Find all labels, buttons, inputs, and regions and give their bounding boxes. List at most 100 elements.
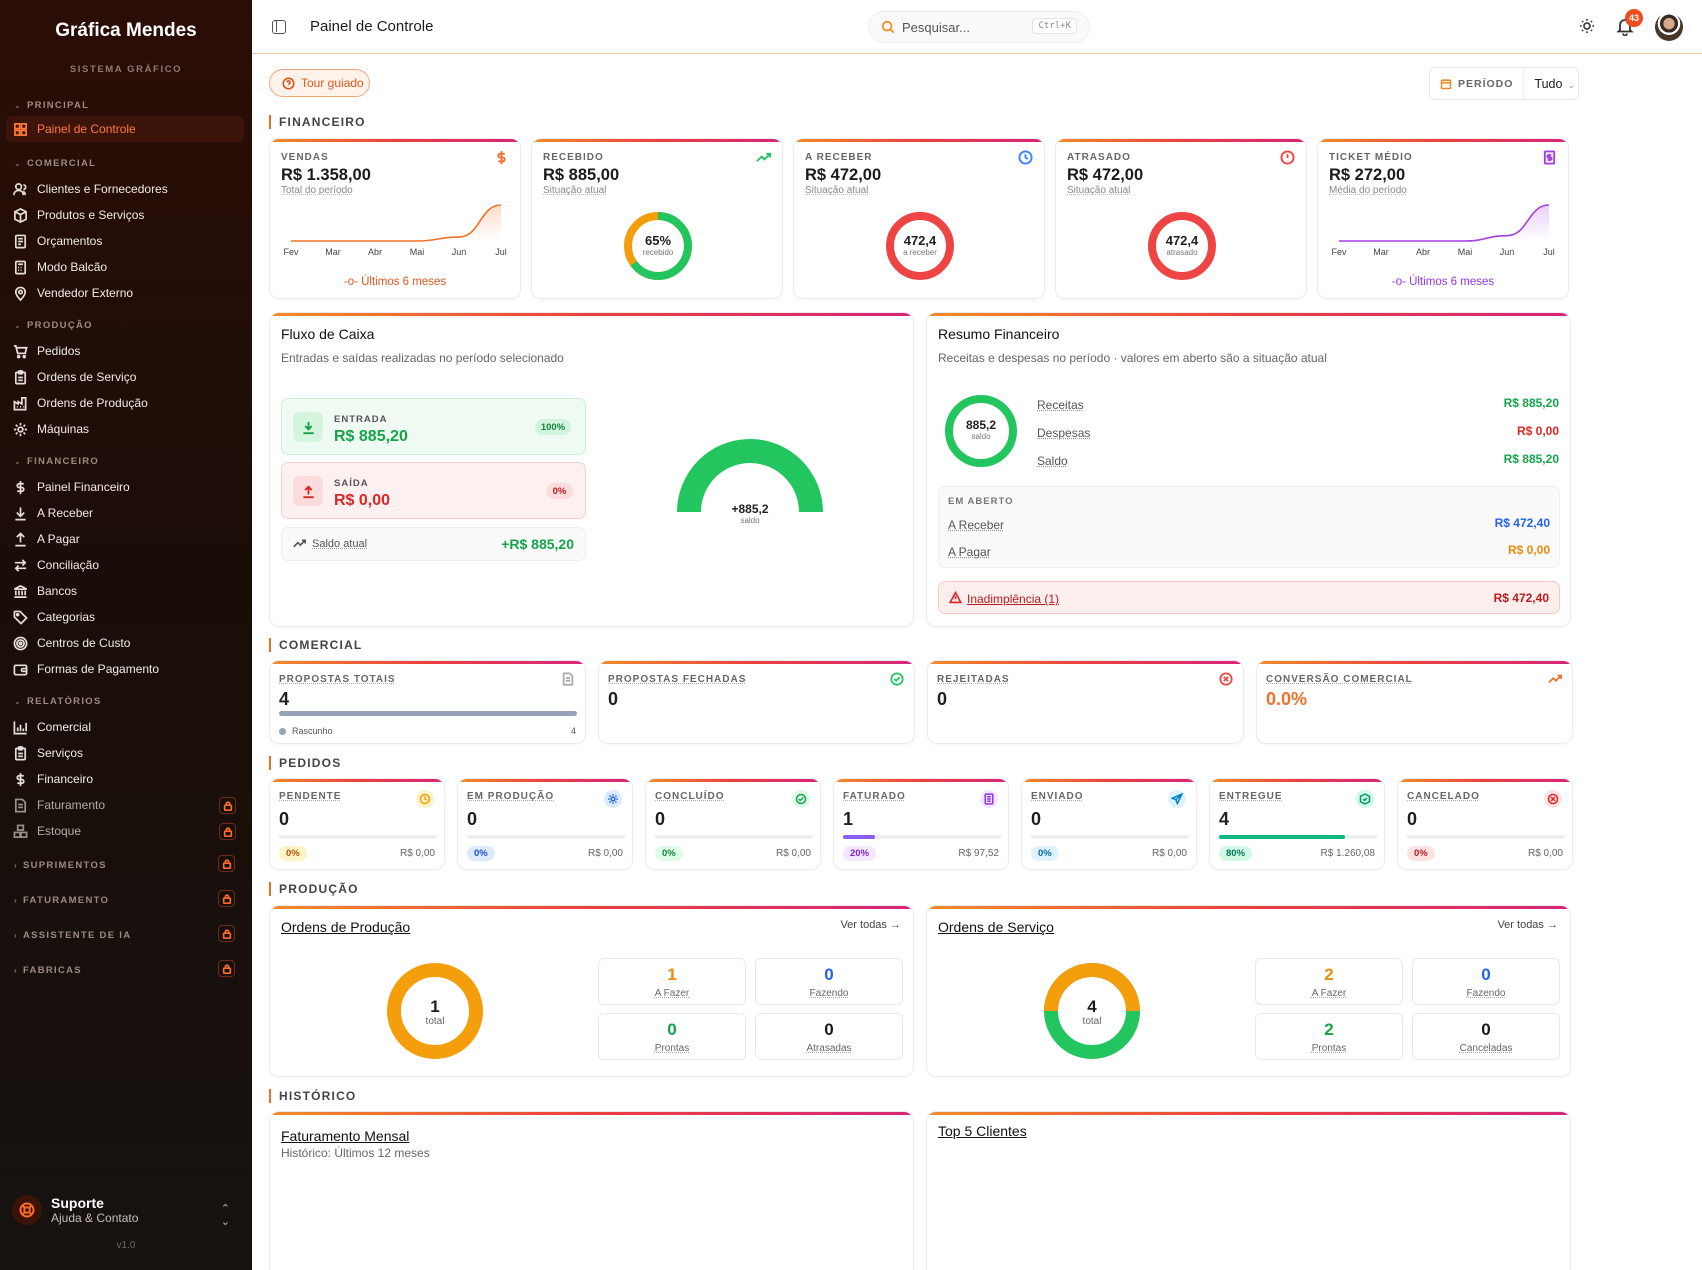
- sidebar-item-painel-financeiro[interactable]: Painel Financeiro: [6, 474, 244, 500]
- card-subtitle: Receitas e despesas no período · valores…: [938, 351, 1327, 365]
- saldo-gauge: [677, 439, 823, 512]
- sidebar-item-label: Conciliação: [37, 558, 100, 572]
- section-financeiro[interactable]: ⌄ FINANCEIRO: [14, 456, 99, 467]
- recebido-arc: [624, 212, 692, 280]
- status-percent: 0%: [467, 846, 495, 861]
- stat-fazendo[interactable]: 0 Fazendo: [755, 958, 903, 1005]
- stat-atrasadas[interactable]: 0 Atrasadas: [755, 1013, 903, 1060]
- period-select[interactable]: PERÍODO Tudo ⌄: [1429, 67, 1579, 100]
- order-status-faturado[interactable]: FATURADO 1 20% R$ 97,52: [833, 778, 1009, 870]
- sidebar-item-label: Centros de Custo: [37, 636, 131, 650]
- donut-value: 65%: [644, 233, 672, 248]
- sidebar-item-categorias[interactable]: Categorias: [6, 604, 244, 630]
- month-tick-label: Mai: [1457, 247, 1473, 257]
- sidebar-item-rel-servicos[interactable]: Serviços: [6, 740, 244, 766]
- sidebar-item-rel-financeiro[interactable]: Financeiro: [6, 766, 244, 792]
- entrada-pct: 100%: [535, 419, 571, 435]
- os-donut-afazer: [1044, 963, 1140, 1012]
- sidebar-item-painel[interactable]: Painel de Controle: [6, 116, 244, 142]
- theme-toggle-icon[interactable]: [1579, 18, 1595, 39]
- dollar-icon: [494, 150, 509, 170]
- sidebar-item-pedidos[interactable]: Pedidos: [6, 338, 244, 364]
- trend-icon: -o-: [343, 276, 358, 288]
- sidebar-item-orcamentos[interactable]: Orçamentos: [6, 228, 244, 254]
- card-title: Resumo Financeiro: [938, 326, 1060, 342]
- sidebar-toggle-icon[interactable]: [272, 20, 286, 34]
- sidebar-item-rel-faturamento[interactable]: Faturamento: [6, 792, 244, 818]
- card-label: PROPOSTAS FECHADAS: [608, 674, 747, 685]
- sidebar-item-os[interactable]: Ordens de Serviço: [6, 364, 244, 390]
- sidebar-item-bancos[interactable]: Bancos: [6, 578, 244, 604]
- sidebar-item-label: Painel Financeiro: [37, 480, 130, 494]
- search-input[interactable]: Pesquisar... Ctrl+K: [868, 11, 1090, 43]
- donut-value: 472,4: [903, 233, 937, 248]
- view-all-link[interactable]: Ver todas →: [840, 919, 901, 931]
- card-title[interactable]: Ordens de Produção: [281, 919, 411, 935]
- tag-icon: [13, 610, 28, 625]
- sidebar-item-clientes[interactable]: Clientes e Fornecedores: [6, 176, 244, 202]
- version-label: v1.0: [116, 1240, 136, 1251]
- kpi-footer-text: Últimos 6 meses: [1409, 276, 1495, 288]
- stat-a-fazer[interactable]: 2 A Fazer: [1255, 958, 1403, 1005]
- sidebar-item-balcao[interactable]: Modo Balcão: [6, 254, 244, 280]
- bar-chart-icon: [13, 720, 28, 735]
- status-count: 0: [1407, 809, 1418, 829]
- sidebar-item-maquinas[interactable]: Máquinas: [6, 416, 244, 442]
- status-amount: R$ 0,00: [399, 848, 435, 859]
- order-status-concluido[interactable]: CONCLUÍDO 0 0% R$ 0,00: [645, 778, 821, 870]
- sidebar-item-rel-comercial[interactable]: Comercial: [6, 714, 244, 740]
- status-bar: [1219, 835, 1377, 839]
- sidebar-item-formas[interactable]: Formas de Pagamento: [6, 656, 244, 682]
- card-title[interactable]: Ordens de Serviço: [938, 919, 1054, 935]
- chevron-right-icon: ›: [14, 966, 18, 975]
- saida-value: R$ 0,00: [334, 492, 391, 509]
- kpi-value: R$ 472,00: [1067, 166, 1144, 184]
- lock-icon: [218, 890, 235, 907]
- order-status-cancelado[interactable]: CANCELADO 0 0% R$ 0,00: [1397, 778, 1573, 870]
- sidebar-item-op[interactable]: Ordens de Produção: [6, 390, 244, 416]
- saida-label: SAÍDA: [334, 478, 369, 489]
- support-menu[interactable]: Suporte Ajuda & Contato ⌃ ⌄: [12, 1190, 240, 1230]
- tour-button[interactable]: Tour guiado: [269, 69, 370, 97]
- clock-icon: [416, 790, 434, 808]
- view-all-link[interactable]: Ver todas →: [1497, 919, 1558, 931]
- section-producao[interactable]: ⌄ PRODUÇÃO: [14, 320, 93, 331]
- card-title[interactable]: Faturamento Mensal: [281, 1128, 410, 1144]
- section-relatorios[interactable]: ⌄ RELATÓRIOS: [14, 696, 102, 707]
- section-suprimentos[interactable]: › SUPRIMENTOS: [14, 855, 242, 872]
- sidebar-item-pagar[interactable]: A Pagar: [6, 526, 244, 552]
- arrow-down-icon: [13, 506, 28, 521]
- avatar[interactable]: [1655, 13, 1683, 41]
- card-title[interactable]: Top 5 Clientes: [938, 1123, 1027, 1139]
- order-status-em-producao[interactable]: EM PRODUÇÃO 0 0% R$ 0,00: [457, 778, 633, 870]
- sidebar-item-vendedor[interactable]: Vendedor Externo: [6, 280, 244, 306]
- order-status-entregue[interactable]: ENTREGUE 4 80% R$ 1.260,08: [1209, 778, 1385, 870]
- stat-prontas[interactable]: 2 Prontas: [1255, 1013, 1403, 1060]
- sidebar-item-centros[interactable]: Centros de Custo: [6, 630, 244, 656]
- stat-a-fazer[interactable]: 1 A Fazer: [598, 958, 746, 1005]
- kpi-label: TICKET MÉDIO: [1329, 152, 1413, 163]
- stat-label: Fazendo: [1466, 988, 1506, 999]
- stat-canceladas[interactable]: 0 Canceladas: [1412, 1013, 1560, 1060]
- stat-value: 0: [824, 1020, 834, 1039]
- stat-fazendo[interactable]: 0 Fazendo: [1412, 958, 1560, 1005]
- os-donut: [1044, 963, 1140, 1059]
- status-amount: R$ 97,52: [958, 848, 999, 859]
- section-fabricas[interactable]: › FABRICAS: [14, 960, 242, 977]
- section-faturamento[interactable]: › FATURAMENTO: [14, 890, 242, 907]
- section-assistente[interactable]: › ASSISTENTE DE IA: [14, 925, 242, 942]
- sidebar-item-receber[interactable]: A Receber: [6, 500, 244, 526]
- stat-prontas[interactable]: 0 Prontas: [598, 1013, 746, 1060]
- sidebar-item-rel-estoque[interactable]: Estoque: [6, 818, 244, 844]
- order-status-pendente[interactable]: PENDENTE 0 0% R$ 0,00: [269, 778, 445, 870]
- gauge-value: +885,2: [731, 502, 769, 516]
- inadimplencia-alert[interactable]: Inadimplência (1) R$ 472,40: [938, 581, 1560, 614]
- dollar-icon: [13, 772, 28, 787]
- sidebar-item-produtos[interactable]: Produtos e Serviços: [6, 202, 244, 228]
- order-status-enviado[interactable]: ENVIADO 0 0% R$ 0,00: [1021, 778, 1197, 870]
- section-comercial[interactable]: ⌄ COMERCIAL: [14, 158, 96, 169]
- section-principal[interactable]: ⌄ PRINCIPAL: [14, 100, 89, 111]
- section-label: FINANCEIRO: [27, 456, 100, 467]
- sidebar-item-conciliacao[interactable]: Conciliação: [6, 552, 244, 578]
- receipt-icon: [1542, 150, 1557, 170]
